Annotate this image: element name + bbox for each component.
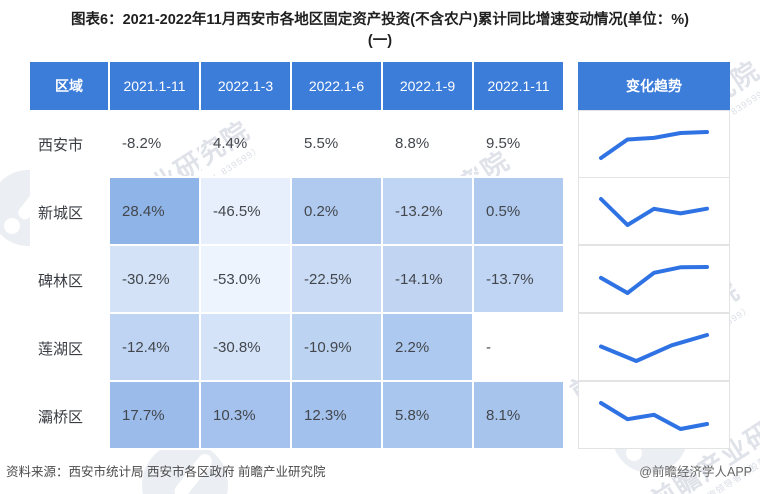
value-cell: -22.5% (292, 246, 383, 314)
region-label: 灞桥区 (30, 382, 110, 450)
table-body: 西安市 -8.2% 4.4% 5.5% 8.8% 9.5% 新城区 28.4% -46.5% 0.… (30, 110, 730, 450)
column-header-2022-1-11: 2022.1-11 (474, 62, 565, 110)
title-line1: 图表6：2021-2022年11月西安市各地区固定资产投资(不含农户)累计同比增… (71, 12, 689, 28)
sparkline-svg (599, 197, 709, 227)
value-cell: 28.4% (110, 178, 201, 246)
sparkline-svg (599, 401, 709, 431)
value-cell: 8.1% (474, 382, 565, 450)
table-row: 灞桥区 17.7% 10.3% 12.3% 5.8% 8.1% (30, 381, 730, 450)
value-cell: 5.5% (292, 110, 383, 178)
value-cell: -13.2% (383, 178, 474, 246)
table-header-row: 区域 2021.1-11 2022.1-3 2022.1-6 2022.1-9 … (30, 62, 730, 110)
trend-sparkline (578, 177, 730, 245)
sparkline-svg (599, 130, 709, 160)
trend-sparkline (578, 110, 730, 178)
title-line2: (一) (367, 33, 393, 49)
sparkline-svg (599, 265, 709, 295)
value-cell: -8.2% (110, 110, 201, 178)
column-header-2022-1-3: 2022.1-3 (201, 62, 292, 110)
region-label: 西安市 (30, 110, 110, 178)
value-cell: 5.8% (383, 382, 474, 450)
column-header-trend: 变化趋势 (578, 62, 730, 110)
data-table: 区域 2021.1-11 2022.1-3 2022.1-6 2022.1-9 … (30, 62, 730, 450)
value-cell: 0.5% (474, 178, 565, 246)
source-note: 资料来源：西安市统计局 西安市各区政府 前瞻产业研究院 (6, 465, 326, 479)
value-cell: 10.3% (201, 382, 292, 450)
value-cell: -30.8% (201, 314, 292, 382)
value-cell: -13.7% (474, 246, 565, 314)
value-cell: -53.0% (201, 246, 292, 314)
value-cell: 2.2% (383, 314, 474, 382)
trend-sparkline (578, 245, 730, 313)
column-header-2021-1-11: 2021.1-11 (110, 62, 201, 110)
value-cell: 12.3% (292, 382, 383, 450)
value-cell: 9.5% (474, 110, 565, 178)
column-header-2022-1-9: 2022.1-9 (383, 62, 474, 110)
value-cell: -12.4% (110, 314, 201, 382)
region-label: 新城区 (30, 178, 110, 246)
credit-badge: @前瞻经济学人APP (639, 465, 752, 479)
table-row: 新城区 28.4% -46.5% 0.2% -13.2% 0.5% (30, 177, 730, 246)
trend-sparkline (578, 381, 730, 449)
value-cell: 4.4% (201, 110, 292, 178)
value-cell: -46.5% (201, 178, 292, 246)
page-title: 图表6：2021-2022年11月西安市各地区固定资产投资(不含农户)累计同比增… (0, 10, 760, 52)
table-row: 碑林区 -30.2% -53.0% -22.5% -14.1% -13.7% (30, 245, 730, 314)
value-cell: - (474, 314, 565, 382)
value-cell: -10.9% (292, 314, 383, 382)
value-cell: -30.2% (110, 246, 201, 314)
value-cell: 0.2% (292, 178, 383, 246)
column-header-region: 区域 (30, 62, 110, 110)
table-row: 莲湖区 -12.4% -30.8% -10.9% 2.2% - (30, 313, 730, 382)
table-row: 西安市 -8.2% 4.4% 5.5% 8.8% 9.5% (30, 110, 730, 178)
sparkline-svg (599, 333, 709, 363)
region-label: 碑林区 (30, 246, 110, 314)
region-label: 莲湖区 (30, 314, 110, 382)
value-cell: 17.7% (110, 382, 201, 450)
column-header-2022-1-6: 2022.1-6 (292, 62, 383, 110)
trend-sparkline (578, 313, 730, 381)
value-cell: 8.8% (383, 110, 474, 178)
value-cell: -14.1% (383, 246, 474, 314)
